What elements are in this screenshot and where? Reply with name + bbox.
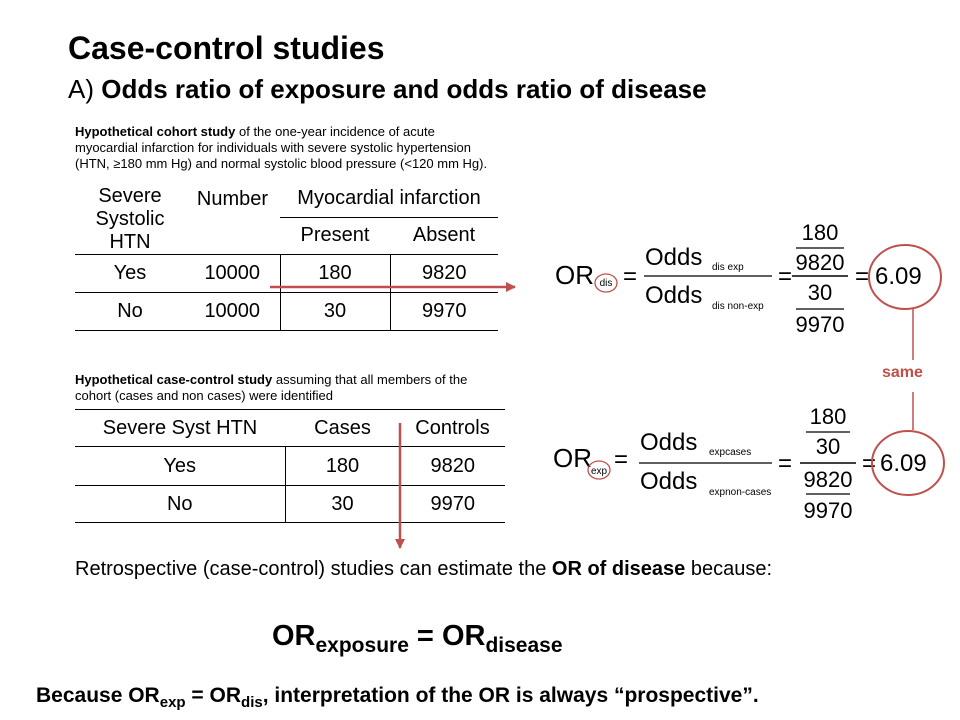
cohort-caption-line3: (HTN, ≥180 mm Hg) and normal systolic bl…: [75, 156, 488, 171]
or-exp-sub: exp: [591, 466, 608, 477]
cc-header-cases: Cases: [285, 409, 400, 447]
page-subtitle: A) Odds ratio of exposure and odds ratio…: [68, 74, 707, 105]
subtitle-text: Odds ratio of exposure and odds ratio of…: [101, 74, 707, 104]
or-exp-eq1: =: [614, 446, 628, 473]
cc-header-controls: Controls: [400, 409, 505, 447]
bottom-mid: = OR: [185, 684, 242, 707]
odds-denominator: Odds: [645, 282, 702, 309]
cc-caption-line2: cohort (cases and non cases) were identi…: [75, 388, 333, 403]
cohort-row-number: 10000: [185, 292, 280, 331]
paragraph-part2: because:: [690, 558, 773, 580]
or-exp-symbol: OR: [553, 443, 592, 473]
odds-exp-denominator-sub: expnon-cases: [709, 487, 771, 498]
cohort-row-present: 30: [279, 292, 390, 331]
paragraph-part1: Retrospective (case-control) studies can…: [75, 558, 547, 580]
or-equality: ORexposure = ORdisease: [272, 620, 563, 658]
cohort-header-present: Present: [300, 224, 370, 247]
paragraph-bold: OR of disease: [551, 558, 686, 580]
cc-row-label: Yes: [75, 446, 285, 486]
cohort-row-label: No: [75, 292, 185, 331]
cell-d: 9970: [804, 498, 853, 523]
or-dis-sub: dis: [600, 278, 613, 289]
cell-c: 9820: [804, 467, 853, 492]
cc-row-controls: 9970: [399, 485, 505, 523]
table-row: No 10000 30 9970: [75, 292, 498, 331]
or-left: OR: [272, 620, 316, 652]
cohort-row-absent: 9970: [389, 292, 498, 331]
odds-numerator: Odds: [645, 244, 702, 271]
cohort-table: Severe Systolic HTN Number Myocardial in…: [75, 181, 498, 331]
or-dis-eq3: =: [855, 263, 869, 290]
cell-d: 9970: [796, 312, 845, 337]
result-circle-top: [868, 244, 942, 310]
subtitle-prefix: A): [68, 74, 94, 104]
cc-caption-rest: assuming that all members of the: [275, 372, 468, 387]
odds-denominator-sub: dis non-exp: [712, 301, 764, 312]
or-dis-result: 6.09: [875, 263, 922, 290]
result-circle-bottom: [871, 430, 945, 496]
bottom-suffix: , interpretation of the OR is always “pr…: [262, 684, 759, 707]
page-title: Case-control studies: [68, 30, 385, 66]
explanation-paragraph: Retrospective (case-control) studies can…: [75, 557, 915, 582]
cell-a: 180: [810, 404, 847, 429]
cell-c: 30: [808, 280, 832, 305]
cell-b: 9820: [796, 250, 845, 275]
cohort-caption-rest: of the one-year incidence of acute: [238, 124, 435, 139]
or-equality-sign: =: [408, 620, 442, 652]
cohort-header-mi: Myocardial infarction: [280, 181, 498, 218]
or-exp-eq2: =: [778, 450, 792, 477]
or-dis-eq2: =: [778, 263, 792, 290]
cc-header-exposure: Severe Syst HTN: [75, 409, 285, 447]
cc-row-cases: 30: [284, 485, 400, 523]
bottom-prefix: Because OR: [36, 684, 160, 707]
or-exp-sub-circle: [587, 460, 611, 480]
or-exp-result: 6.09: [880, 450, 927, 477]
cohort-header-absent: Absent: [412, 224, 476, 247]
case-control-table: Severe Syst HTN Cases Controls Yes 180 9…: [75, 409, 505, 523]
same-label: same: [882, 364, 923, 381]
bottom-statement: Because ORexp = ORdis, interpretation of…: [36, 684, 759, 711]
cohort-header-number: Number: [196, 188, 269, 210]
bottom-sub-exp: exp: [159, 694, 186, 712]
case-control-caption: Hypothetical case-control study assuming…: [75, 372, 575, 404]
odds-exp-numerator-sub: expcases: [709, 447, 751, 458]
cell-a: 180: [802, 220, 839, 245]
cohort-header-exposure: Severe Systolic HTN: [95, 185, 165, 253]
cc-row-controls: 9820: [399, 446, 505, 486]
or-left-sub: exposure: [315, 633, 409, 657]
table-row: Yes 180 9820: [75, 446, 505, 486]
cc-row-cases: 180: [284, 446, 400, 486]
cohort-row-label: Yes: [75, 254, 185, 293]
cell-b: 30: [816, 434, 840, 459]
cohort-row-number: 10000: [185, 254, 280, 293]
or-dis-eq1: =: [623, 263, 637, 290]
or-right-sub: disease: [485, 633, 563, 657]
cc-caption-bold: Hypothetical case-control study: [75, 372, 273, 387]
table-row: No 30 9970: [75, 485, 505, 523]
cc-row-label: No: [75, 485, 285, 523]
odds-numerator-sub: dis exp: [712, 262, 744, 273]
or-dis-symbol: OR: [555, 260, 594, 290]
cohort-caption: Hypothetical cohort study of the one-yea…: [75, 124, 595, 172]
odds-exp-denominator: Odds: [640, 468, 697, 495]
cohort-caption-bold: Hypothetical cohort study: [75, 124, 236, 139]
or-right: OR: [441, 620, 486, 652]
odds-exp-numerator: Odds: [640, 429, 697, 456]
bottom-sub-dis: dis: [241, 694, 263, 712]
cohort-caption-line2: myocardial infarction for individuals wi…: [75, 140, 471, 155]
or-dis-sub-circle: [594, 273, 618, 293]
